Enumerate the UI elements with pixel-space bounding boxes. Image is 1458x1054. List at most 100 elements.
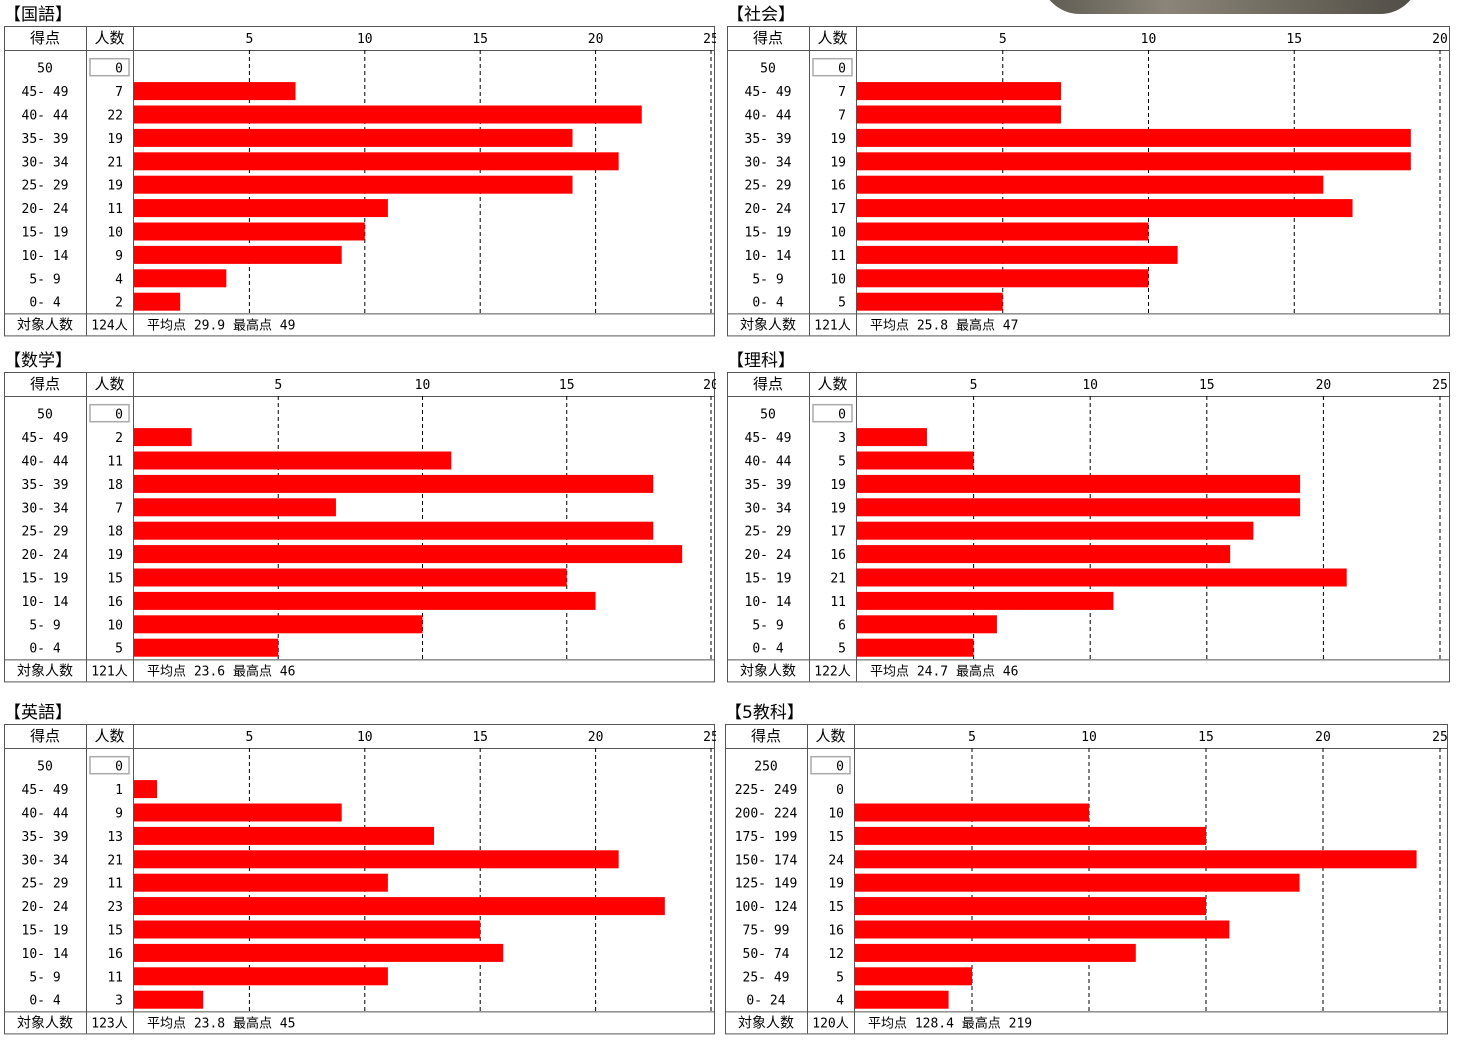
score-range-label: 250: [754, 760, 777, 775]
score-range-label: 10- 14: [22, 947, 69, 962]
score-range-label: 15- 19: [745, 226, 792, 241]
bar: [855, 897, 1206, 916]
count-value: 10: [828, 807, 844, 822]
bar: [857, 199, 1353, 218]
score-range-label: 15- 19: [22, 924, 69, 939]
bar: [134, 568, 567, 587]
count-value: 24: [828, 853, 844, 868]
bar: [134, 920, 481, 939]
chart-title: 【5教科】: [725, 703, 804, 723]
count-value: 19: [828, 877, 844, 892]
x-tick-label: 10: [1082, 378, 1098, 393]
summary-stats: 平均点 23.6 最高点 46: [147, 663, 295, 679]
bar: [134, 199, 388, 218]
count-header: 人数: [94, 29, 124, 47]
score-range-label: 35- 39: [745, 132, 792, 147]
x-tick-label: 20: [1432, 32, 1448, 47]
count-value: 16: [828, 924, 844, 939]
bar: [857, 451, 974, 470]
chart-panel: 【理科】 得点 人数 5 10 15 20 25 50 0 45- 49 3 40- 44 5 35- 39…: [727, 350, 1451, 702]
count-value: 0: [836, 760, 844, 775]
bar: [134, 269, 227, 288]
bar: [134, 292, 181, 311]
score-range-label: 10- 14: [22, 249, 69, 264]
bar: [134, 990, 204, 1009]
score-range-label: 200- 224: [735, 807, 798, 822]
score-header: 得点: [751, 727, 781, 745]
bar: [857, 245, 1178, 264]
score-range-label: 35- 39: [22, 132, 69, 147]
count-value: 7: [115, 501, 123, 516]
score-range-label: 45- 49: [745, 85, 792, 100]
bar: [134, 152, 619, 171]
count-value: 19: [107, 548, 123, 563]
count-box: [812, 403, 853, 423]
score-range-label: 45- 49: [22, 85, 69, 100]
summary-stats: 平均点 25.8 最高点 47: [870, 317, 1018, 333]
bar: [134, 826, 435, 845]
count-value: 5: [115, 642, 123, 657]
x-tick-label: 20: [1315, 730, 1331, 745]
bar: [134, 967, 388, 986]
bar: [857, 152, 1411, 171]
score-range-label: 25- 29: [22, 525, 69, 540]
bar: [134, 498, 336, 517]
score-range-label: 125- 149: [735, 877, 798, 892]
bar: [857, 292, 1003, 311]
score-range-label: 20- 24: [745, 202, 792, 217]
bar: [857, 568, 1347, 587]
score-range-label: 30- 34: [745, 501, 792, 516]
score-range-label: 25- 29: [745, 525, 792, 540]
count-value: 15: [828, 900, 844, 915]
count-box: [810, 755, 851, 775]
x-tick-label: 5: [245, 730, 253, 745]
count-value: 10: [107, 226, 123, 241]
x-tick-label: 15: [1198, 730, 1214, 745]
total-value: 124人: [91, 318, 127, 333]
summary-stats: 平均点 128.4 最高点 219: [868, 1015, 1032, 1031]
x-tick-label: 10: [415, 378, 431, 393]
bar: [857, 105, 1062, 124]
bar: [134, 897, 665, 916]
total-label: 対象人数: [740, 317, 796, 333]
score-range-label: 20- 24: [22, 900, 69, 915]
count-value: 0: [836, 783, 844, 798]
bar: [134, 474, 654, 493]
count-box: [812, 57, 853, 77]
score-range-label: 40- 44: [22, 109, 69, 124]
score-range-label: 40- 44: [745, 109, 792, 124]
bar: [134, 780, 158, 799]
count-value: 11: [107, 455, 123, 470]
score-range-label: 0- 4: [752, 642, 783, 657]
score-range-label: 50: [37, 62, 53, 77]
total-value: 121人: [91, 664, 127, 679]
count-value: 0: [115, 760, 123, 775]
count-header: 人数: [94, 727, 124, 745]
count-value: 6: [838, 618, 846, 633]
chart-title: 【理科】: [727, 351, 795, 371]
x-tick-label: 15: [559, 378, 575, 393]
count-box: [89, 755, 130, 775]
histogram: 得点 人数 5 10 15 20 25 50 0 45- 49 7 40- 44 22 35- 39 19 3…: [4, 26, 716, 337]
bar: [857, 269, 1149, 288]
count-value: 11: [107, 202, 123, 217]
bar: [134, 105, 642, 124]
bar: [134, 943, 504, 962]
score-range-label: 5- 9: [752, 618, 783, 633]
summary-stats: 平均点 24.7 最高点 46: [870, 663, 1018, 679]
score-range-label: 15- 19: [22, 226, 69, 241]
bar: [855, 990, 949, 1009]
bar: [855, 943, 1136, 962]
bar: [134, 873, 388, 892]
total-label: 対象人数: [17, 317, 73, 333]
count-value: 11: [107, 877, 123, 892]
count-value: 2: [115, 431, 123, 446]
histogram: 得点 人数 5 10 15 20 50 0 45- 49 7 40- 44 7 35- 39 19 30- …: [727, 26, 1450, 337]
bar: [855, 803, 1089, 822]
x-tick-label: 20: [588, 32, 604, 47]
x-tick-label: 10: [1081, 730, 1097, 745]
count-value: 16: [107, 947, 123, 962]
x-tick-label: 5: [968, 730, 976, 745]
score-range-label: 0- 24: [746, 994, 785, 1009]
count-header: 人数: [817, 29, 847, 47]
